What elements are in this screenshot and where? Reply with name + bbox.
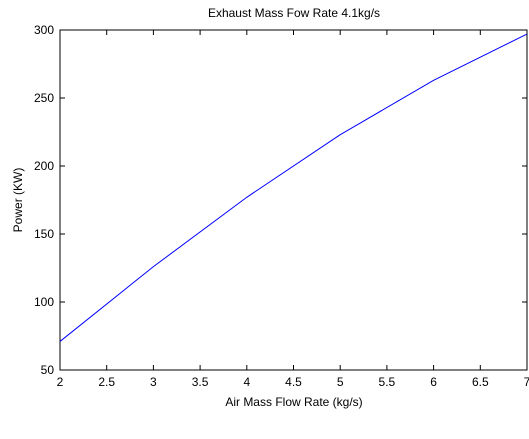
y-tick-label: 200 (34, 159, 54, 173)
y-tick-label: 50 (41, 363, 55, 377)
x-tick-label: 2 (57, 375, 64, 389)
x-tick-label: 5 (337, 375, 344, 389)
plot-frame (59, 29, 528, 371)
x-tick-label: 2.5 (98, 375, 115, 389)
x-axis: 2 2.5 3 3.5 4 4.5 5 5.5 6 6.5 7 (57, 30, 529, 389)
y-tick-label: 300 (34, 23, 54, 37)
plot-area: 2 2.5 3 3.5 4 4.5 5 5.5 6 6.5 7 50 100 150 200 250 300 (34, 23, 529, 389)
y-axis: 50 100 150 200 250 300 (34, 23, 527, 377)
x-tick-label: 6 (430, 375, 437, 389)
series-group (59, 33, 528, 342)
x-tick-label: 3.5 (192, 375, 209, 389)
x-tick-label: 5.5 (379, 375, 396, 389)
y-tick-label: 150 (34, 227, 54, 241)
y-tick-label: 250 (34, 91, 54, 105)
x-axis-label: Air Mass Flow Rate (kg/s) (225, 395, 362, 409)
x-tick-label: 4 (243, 375, 250, 389)
x-tick-label: 7 (524, 375, 529, 389)
chart-title: Exhaust Mass Fow Rate 4.1kg/s (208, 6, 380, 20)
series-line (59, 33, 528, 342)
y-tick-label: 100 (34, 295, 54, 309)
x-tick-label: 4.5 (285, 375, 302, 389)
x-tick-label: 3 (150, 375, 157, 389)
x-tick-label: 6.5 (472, 375, 489, 389)
y-axis-label: Power (KW) (11, 168, 25, 233)
